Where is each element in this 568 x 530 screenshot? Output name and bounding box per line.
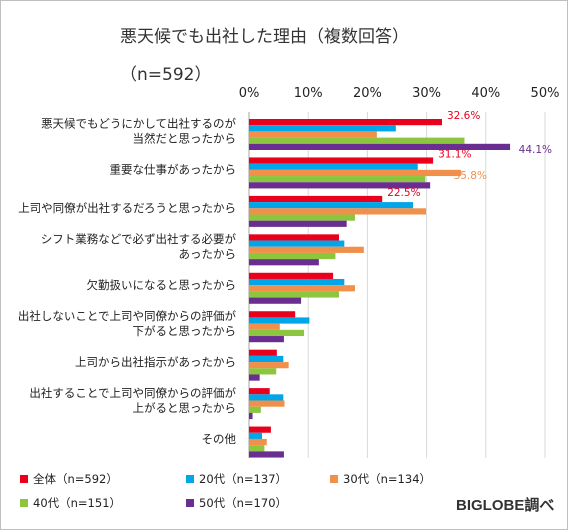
category-label: 上司や同僚が出社するだろうと思ったから — [18, 201, 236, 215]
bar — [249, 125, 396, 132]
legend-swatch — [186, 475, 194, 483]
legend-label: 50代（n=170） — [199, 496, 287, 510]
category-label: 悪天候でもどうにかして出社するのが — [41, 117, 236, 131]
category-label: その他 — [202, 432, 237, 446]
bar — [249, 374, 260, 381]
chart-subtitle: （n=592） — [120, 65, 212, 85]
bar — [249, 240, 345, 247]
category-label: 重要な仕事があったから — [110, 163, 237, 177]
bar — [249, 297, 302, 304]
legend-label: 20代（n=137） — [199, 472, 287, 486]
category-label: 出社しないことで上司や同僚からの評価が — [18, 309, 237, 323]
bar — [249, 317, 310, 324]
category-label: 当然だと思ったから — [133, 132, 237, 146]
bar — [249, 202, 413, 209]
bar — [249, 400, 285, 407]
data-label: 35.8% — [454, 170, 487, 182]
bar — [249, 329, 305, 337]
bar — [249, 445, 265, 452]
legend-swatch — [330, 475, 338, 483]
bar — [249, 368, 277, 375]
data-label: 32.6% — [447, 110, 480, 122]
bar — [249, 323, 280, 330]
bar — [249, 311, 296, 318]
bar — [249, 272, 334, 279]
bar — [249, 285, 355, 292]
bar — [249, 157, 434, 164]
bar — [249, 131, 377, 138]
bar — [249, 246, 364, 253]
x-tick-label: 30% — [412, 86, 441, 101]
bar — [249, 169, 461, 177]
legend-swatch — [20, 475, 28, 483]
category-label: あったから — [179, 247, 237, 261]
x-tick-label: 40% — [471, 86, 500, 101]
x-tick-label: 0% — [239, 86, 260, 101]
bar — [249, 220, 347, 227]
legend-swatch — [186, 499, 194, 507]
bar — [249, 426, 271, 433]
bar — [249, 195, 383, 203]
bar — [249, 278, 345, 286]
bar — [249, 137, 465, 144]
data-label: 44.1% — [519, 144, 552, 156]
legend-swatch — [20, 499, 28, 507]
bar — [249, 388, 270, 395]
category-label: 上がると思ったから — [133, 401, 237, 415]
chart-title: 悪天候でも出社した理由（複数回答） — [120, 27, 409, 47]
bar — [249, 438, 267, 446]
bar — [249, 336, 284, 343]
category-label: 欠勤扱いになると思ったから — [87, 278, 237, 292]
legend-label: 全体（n=592） — [33, 472, 118, 486]
bar — [249, 214, 355, 221]
bar — [249, 406, 261, 413]
category-label: 出社することで上司や同僚からの評価が — [29, 386, 236, 400]
x-tick-label: 50% — [531, 86, 560, 101]
legend-label: 30代（n=134） — [343, 472, 431, 486]
data-label: 31.1% — [438, 149, 471, 161]
legend-label: 40代（n=151） — [33, 496, 121, 510]
bar — [249, 259, 319, 266]
bar — [249, 252, 336, 260]
bar — [249, 119, 442, 126]
bar — [249, 412, 253, 420]
bar — [249, 182, 431, 189]
bar — [249, 176, 426, 183]
bar — [249, 349, 277, 356]
x-tick-label: 20% — [353, 86, 382, 101]
category-label: 下がると思ったから — [133, 324, 237, 338]
bar — [249, 234, 339, 241]
data-label: 22.5% — [387, 187, 420, 199]
source-credit: BIGLOBE調べ — [456, 497, 555, 514]
bar — [249, 394, 284, 401]
category-label: シフト業務などで必ず出社する必要が — [41, 232, 237, 246]
bar — [249, 208, 427, 215]
category-label: 上司から出社指示があったから — [75, 355, 236, 369]
bar — [249, 143, 511, 150]
bar — [249, 291, 339, 298]
bar — [249, 362, 289, 369]
bar — [249, 451, 284, 458]
x-tick-label: 10% — [294, 86, 323, 101]
bar — [249, 163, 418, 170]
bar — [249, 355, 284, 363]
bar — [249, 432, 263, 439]
